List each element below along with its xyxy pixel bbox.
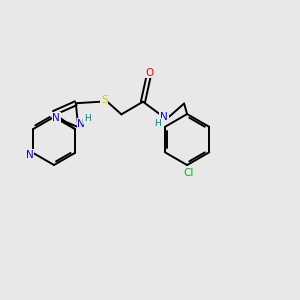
- Text: N: N: [77, 119, 85, 129]
- Text: N: N: [26, 149, 34, 160]
- Text: H: H: [84, 114, 91, 123]
- Text: H: H: [154, 118, 161, 127]
- Text: Cl: Cl: [183, 169, 194, 178]
- Text: N: N: [52, 112, 60, 122]
- Text: S: S: [101, 95, 108, 105]
- Text: O: O: [146, 68, 154, 78]
- Text: N: N: [160, 112, 168, 122]
